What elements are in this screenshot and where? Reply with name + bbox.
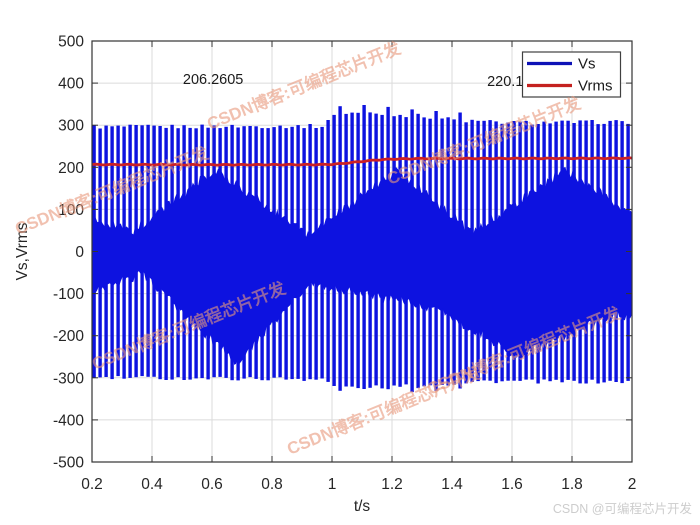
tick-label-y: -100 — [53, 286, 84, 303]
vs-modulation-band — [92, 167, 632, 365]
tick-label-y: 500 — [58, 34, 84, 51]
tick-label-y: 200 — [58, 160, 84, 177]
y-axis-label: Vs,Vrms — [14, 222, 31, 280]
tick-label-x: 1 — [328, 476, 337, 493]
corner-watermark: CSDN @可编程芯片开发 — [553, 501, 693, 516]
tick-label-x: 1.6 — [501, 476, 523, 493]
legend-label-Vrms: Vrms — [578, 78, 612, 95]
tick-label-y: 0 — [75, 244, 84, 261]
tick-label-y: -500 — [53, 455, 84, 472]
legend-label-Vs: Vs — [578, 56, 596, 73]
tick-label-y: -400 — [53, 412, 84, 429]
tick-label-x: 0.4 — [141, 476, 163, 493]
tick-label-y: 300 — [58, 118, 84, 135]
tick-label-x: 0.8 — [261, 476, 283, 493]
tick-label-x: 1.2 — [381, 476, 403, 493]
tick-label-x: 2 — [628, 476, 637, 493]
tick-label-y: 400 — [58, 76, 84, 93]
axis-ticks — [91, 40, 633, 463]
tick-label-x: 1.4 — [441, 476, 463, 493]
legend: Vs Vrms — [521, 51, 622, 98]
tick-label-x: 1.8 — [561, 476, 583, 493]
legend-box — [521, 51, 622, 98]
annotation-1: 220.1 — [487, 74, 523, 90]
annotation-0: 206.2605 — [183, 72, 243, 88]
tick-label-y: -300 — [53, 370, 84, 387]
tick-label-y: -200 — [53, 328, 84, 345]
x-axis-label: t/s — [354, 498, 371, 515]
tick-label-x: 0.6 — [201, 476, 223, 493]
vrms-line — [92, 156, 632, 167]
tick-label-x: 0.2 — [81, 476, 103, 493]
tick-label-y: 100 — [58, 202, 84, 219]
